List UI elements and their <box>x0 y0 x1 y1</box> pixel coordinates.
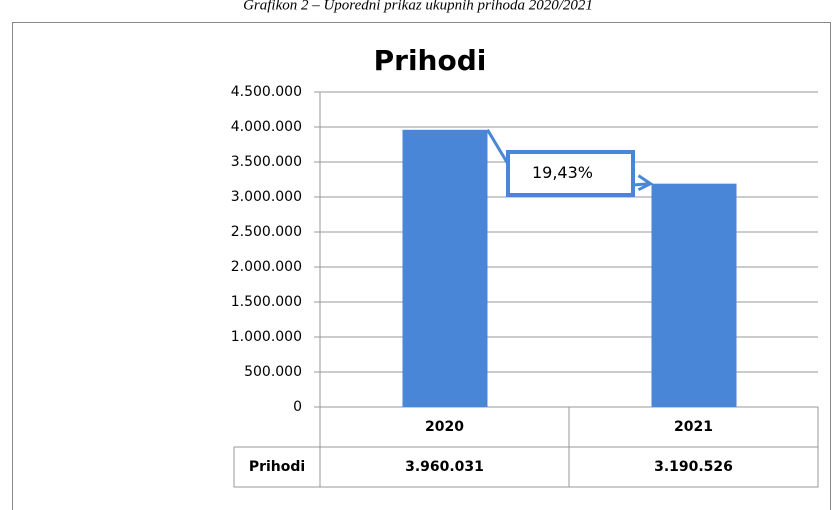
x-tick-label: 2020 <box>425 419 464 435</box>
y-tick-label: 3.500.000 <box>231 154 302 170</box>
y-tick-label: 0 <box>293 399 302 415</box>
chart-border <box>12 22 831 510</box>
table-row-header: Prihodi <box>249 459 305 475</box>
y-tick-label: 2.000.000 <box>231 259 302 275</box>
arrow-head <box>637 174 654 192</box>
caption: Grafikon 2 – Uporedni prikaz ukupnih pri… <box>243 0 593 13</box>
y-tick-label: 1.000.000 <box>231 329 302 345</box>
x-tick-label: 2021 <box>674 419 713 435</box>
y-tick-label: 2.500.000 <box>231 224 302 240</box>
y-tick-label: 4.500.000 <box>231 84 302 100</box>
y-tick-label: 3.000.000 <box>231 189 302 205</box>
y-tick-label: 1.500.000 <box>231 294 302 310</box>
annotation: 19,43% <box>532 163 593 182</box>
bar <box>402 129 488 407</box>
y-tick-label: 500.000 <box>244 364 302 380</box>
value-label: 3.960.031 <box>405 459 484 475</box>
bar <box>651 183 737 407</box>
y-tick-label: 4.000.000 <box>231 119 302 135</box>
table-row-header-cell <box>233 446 321 488</box>
chart-title: Prihodi <box>374 44 487 77</box>
value-label: 3.190.526 <box>654 459 733 475</box>
annotation-arrow <box>486 129 510 165</box>
annotation-box <box>506 150 635 197</box>
